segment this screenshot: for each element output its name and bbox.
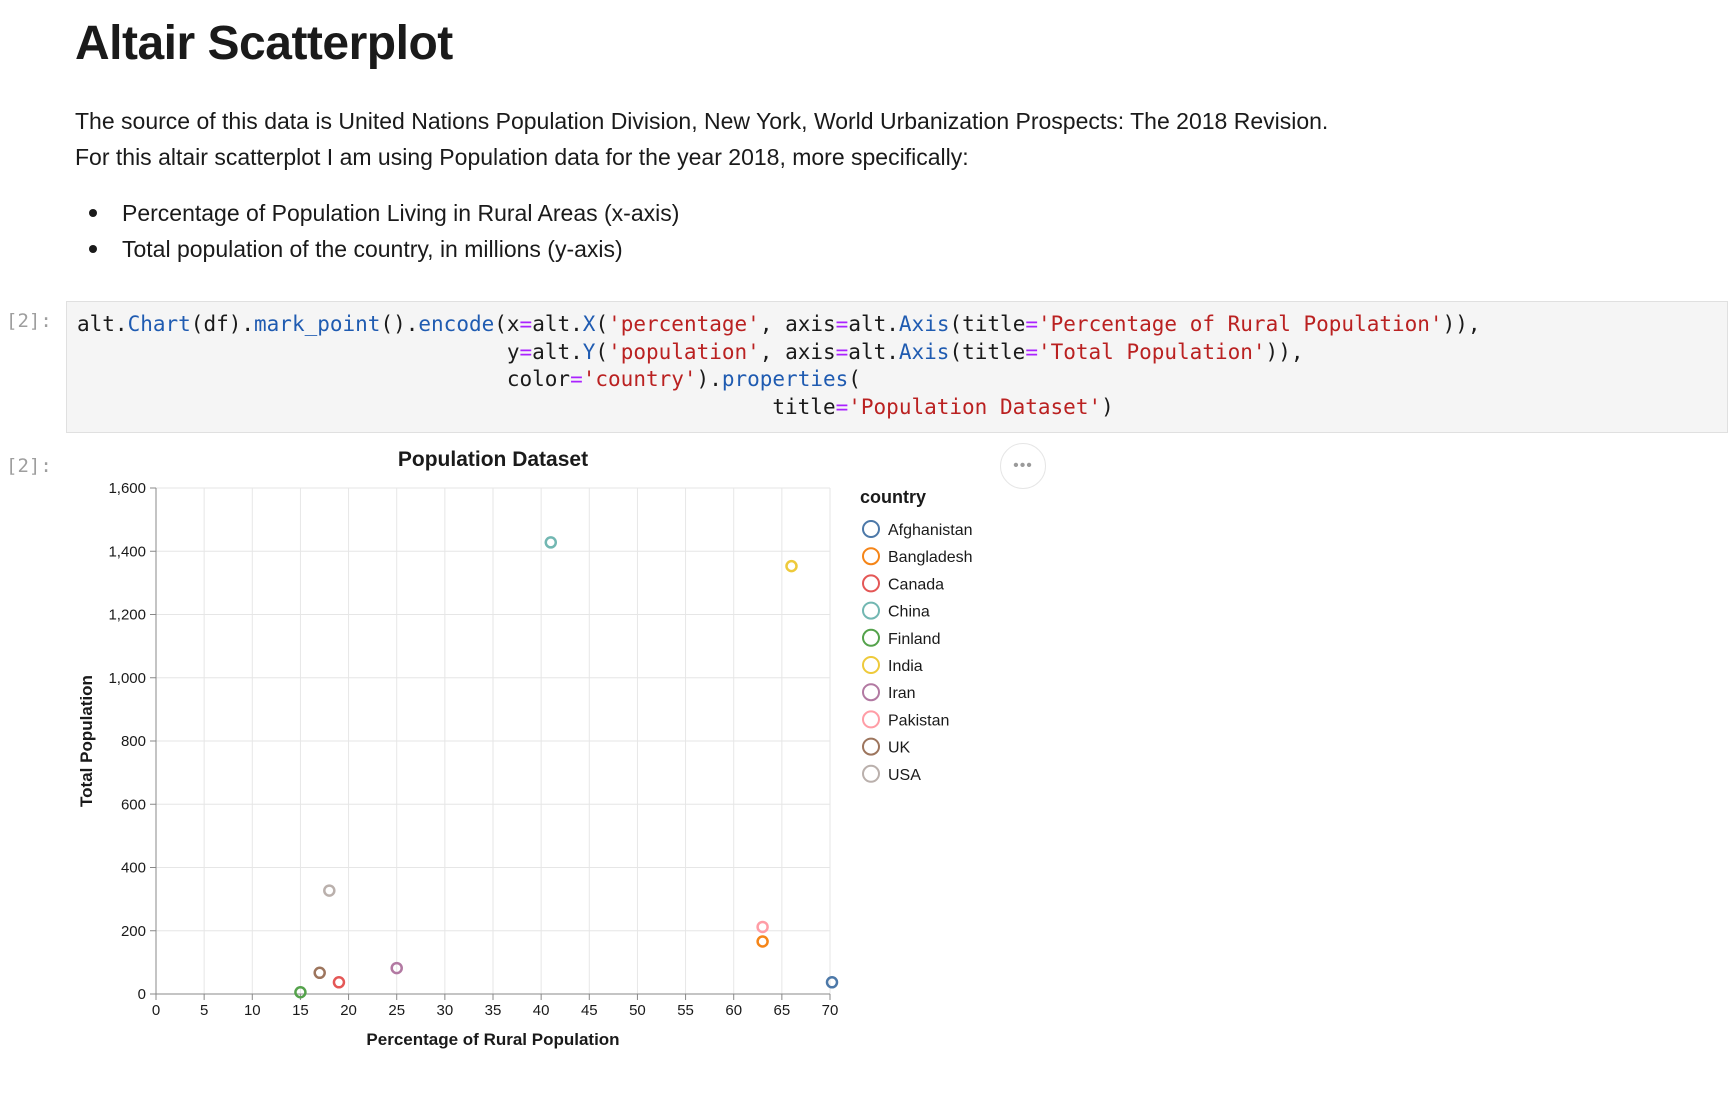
x-tick-label: 30 bbox=[437, 1002, 454, 1019]
legend-symbol bbox=[862, 683, 880, 702]
x-tick-label: 70 bbox=[822, 1002, 839, 1019]
input-prompt: [2]: bbox=[6, 310, 52, 332]
y-tick-label: 1,000 bbox=[108, 670, 146, 687]
legend-symbol bbox=[862, 520, 880, 538]
x-tick-label: 55 bbox=[677, 1002, 694, 1019]
code-cell-editor[interactable]: alt.Chart(df).mark_point().encode(x=alt.… bbox=[66, 301, 1728, 433]
page-title: Altair Scatterplot bbox=[75, 17, 453, 70]
bullet-list: Percentage of Population Living in Rural… bbox=[75, 200, 679, 272]
code-text[interactable]: alt.Chart(df).mark_point().encode(x=alt.… bbox=[77, 312, 1481, 419]
legend-symbol bbox=[862, 764, 880, 783]
data-point bbox=[544, 536, 558, 549]
legend-label: UK bbox=[888, 740, 911, 757]
y-tick-label: 1,200 bbox=[108, 607, 146, 624]
x-tick-label: 20 bbox=[340, 1002, 357, 1019]
chart-actions-button[interactable]: ••• bbox=[1000, 443, 1046, 489]
legend-symbol bbox=[862, 574, 880, 593]
data-point bbox=[332, 976, 346, 989]
list-item: Total population of the country, in mill… bbox=[75, 236, 679, 272]
x-tick-label: 45 bbox=[581, 1002, 598, 1019]
x-tick-label: 10 bbox=[244, 1002, 261, 1019]
x-axis-title: Percentage of Rural Population bbox=[366, 1030, 619, 1049]
legend-symbol bbox=[862, 547, 880, 566]
y-tick-label: 800 bbox=[121, 733, 146, 750]
data-point bbox=[825, 976, 839, 989]
legend-symbol bbox=[862, 710, 880, 729]
x-tick-label: 40 bbox=[533, 1002, 550, 1019]
x-tick-label: 35 bbox=[485, 1002, 502, 1019]
legend-label: Afghanistan bbox=[888, 522, 973, 539]
legend: country Afghanistan Bangladesh Canada China F… bbox=[860, 487, 973, 784]
list-item: Percentage of Population Living in Rural… bbox=[75, 200, 679, 236]
chart-title: Population Dataset bbox=[398, 448, 588, 471]
legend-title: country bbox=[860, 487, 926, 507]
y-tick-label: 1,600 bbox=[108, 480, 146, 497]
legend-label: India bbox=[888, 658, 923, 675]
bullet-icon bbox=[89, 245, 97, 253]
legend-symbol bbox=[862, 656, 880, 674]
legend-label: Finland bbox=[888, 631, 940, 648]
legend-symbol bbox=[862, 737, 880, 756]
legend-label: Canada bbox=[888, 576, 944, 593]
y-tick-label: 600 bbox=[121, 796, 146, 813]
x-tick-label: 65 bbox=[774, 1002, 791, 1019]
data-point bbox=[756, 920, 769, 934]
data-point bbox=[756, 935, 769, 948]
y-axis-title: Total Population bbox=[77, 675, 96, 807]
data-point bbox=[313, 966, 326, 980]
data-point bbox=[390, 961, 403, 975]
legend-label: China bbox=[888, 604, 930, 621]
output-prompt: [2]: bbox=[6, 455, 52, 477]
legend-label: Iran bbox=[888, 685, 916, 702]
y-tick-label: 0 bbox=[138, 986, 146, 1003]
ellipsis-icon: ••• bbox=[1013, 457, 1033, 474]
data-point bbox=[323, 884, 336, 897]
legend-label: Bangladesh bbox=[888, 549, 973, 566]
legend-symbol bbox=[862, 601, 880, 620]
legend-label: USA bbox=[888, 767, 921, 784]
x-tick-label: 50 bbox=[629, 1002, 646, 1019]
description-paragraph: For this altair scatterplot I am using P… bbox=[75, 144, 969, 170]
legend-symbol bbox=[862, 628, 880, 647]
y-tick-label: 200 bbox=[121, 923, 146, 940]
data-point bbox=[785, 559, 798, 573]
x-tick-label: 0 bbox=[152, 1002, 160, 1019]
x-tick-label: 5 bbox=[200, 1002, 208, 1019]
y-tick-label: 400 bbox=[121, 860, 146, 877]
y-tick-label: 1,400 bbox=[108, 543, 146, 560]
x-tick-label: 15 bbox=[292, 1002, 309, 1019]
data-point bbox=[294, 986, 307, 999]
bullet-icon bbox=[89, 209, 97, 217]
x-tick-label: 60 bbox=[725, 1002, 742, 1019]
source-paragraph: The source of this data is United Nation… bbox=[75, 108, 1329, 134]
legend-label: Pakistan bbox=[888, 712, 949, 729]
grid-lines bbox=[155, 487, 831, 995]
x-tick-label: 25 bbox=[388, 1002, 405, 1019]
